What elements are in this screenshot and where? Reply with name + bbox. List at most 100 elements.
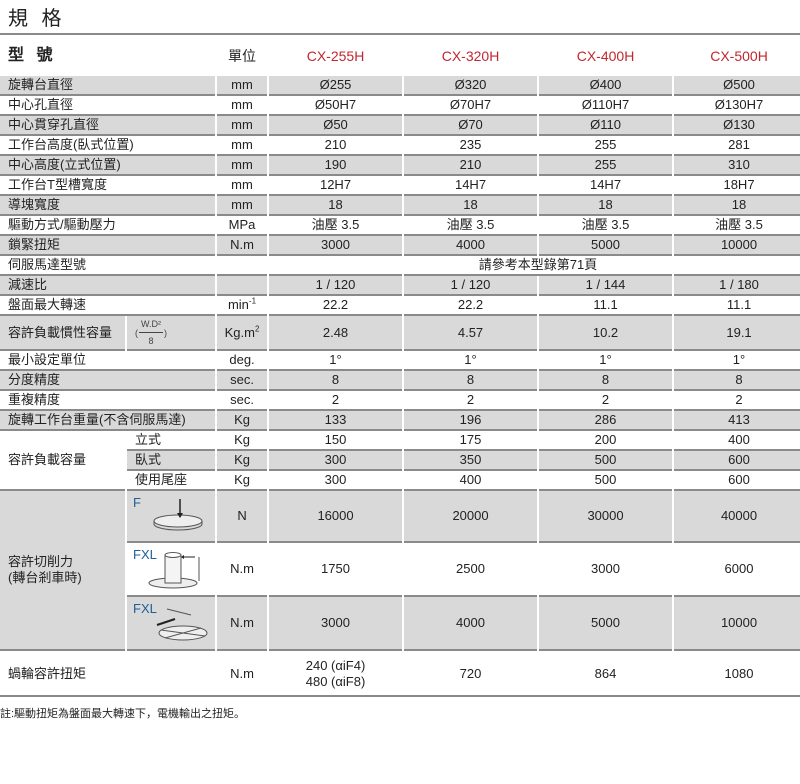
- unit-cell: sec.: [217, 391, 268, 411]
- value-cell: 油壓 3.5: [404, 216, 538, 236]
- unit-cell: N.m: [217, 597, 268, 651]
- value-cell: 2: [404, 391, 538, 411]
- value-cell: 2500: [404, 543, 538, 597]
- figure-cell: F: [127, 491, 216, 543]
- value-cell: 864: [594, 666, 617, 681]
- value-cell: 150: [269, 431, 403, 451]
- row-label: 容許負載容量: [0, 431, 125, 491]
- value-cell: 14H7: [539, 176, 673, 196]
- force-disk-icon: [153, 499, 203, 531]
- row-label: 重複精度: [0, 391, 216, 411]
- value-cell: 油壓 3.5: [539, 216, 673, 236]
- value-cell: 1750: [269, 543, 403, 597]
- value-cell: 281: [674, 136, 800, 156]
- sub-label: 使用尾座: [127, 471, 216, 491]
- table-row: 中心高度(立式位置) mm 190 210 255 310: [0, 156, 800, 176]
- unit-cell: mm: [217, 76, 268, 96]
- value-cell: 1 / 180: [674, 276, 800, 296]
- value-cell: 200: [539, 431, 673, 451]
- value-cell: 22.2: [269, 296, 403, 316]
- value-cell: 210: [269, 136, 403, 156]
- unit-cell: mm: [217, 136, 268, 156]
- sub-label: 臥式: [127, 451, 216, 471]
- row-label: 容許負載慣性容量: [0, 316, 125, 351]
- unit-cell: mm: [217, 176, 268, 196]
- value-cell: 1°: [674, 351, 800, 371]
- value-cell: Ø70: [404, 116, 538, 136]
- model-cx-320h: CX-320H: [441, 48, 500, 64]
- unit-cell: N.m: [217, 236, 268, 256]
- cutting-row: 容許切削力 (轉台剎車時) F N 16000 20000 30000 40000: [0, 491, 800, 651]
- row-label: 工作台T型槽寬度: [0, 176, 216, 196]
- value-cell: 10000: [674, 236, 800, 256]
- table-row: 分度精度 sec. 8 8 8 8: [0, 371, 800, 391]
- row-label: 盤面最大轉速: [0, 296, 216, 316]
- table-row: 重複精度 sec. 2 2 2 2: [0, 391, 800, 411]
- unit: min: [227, 297, 249, 312]
- cutting-label-sub: (轉台剎車時): [8, 570, 82, 585]
- unit-cell: mm: [217, 96, 268, 116]
- value-cell: 18: [539, 196, 673, 216]
- divider: [0, 695, 800, 697]
- unit-label: 單位: [228, 48, 257, 64]
- value-cell: Ø320: [404, 76, 538, 96]
- value-cell: Ø255: [269, 76, 403, 96]
- value-cell: 300: [269, 471, 403, 491]
- row-label: 蝸輪容許扭矩: [8, 666, 87, 681]
- row-label: 分度精度: [0, 371, 216, 391]
- figure-cell: FXL: [127, 597, 216, 651]
- table-row: 導塊寬度 mm 18 18 18 18: [0, 196, 800, 216]
- value-cell: 175: [404, 431, 538, 451]
- value-cell: 133: [269, 411, 403, 431]
- section-title: 規 格: [8, 8, 66, 30]
- model-cx-400h: CX-400H: [576, 48, 635, 64]
- value-cell: 20000: [404, 491, 538, 543]
- row-label: 中心貫穿孔直徑: [0, 116, 216, 136]
- formula-numerator: W.D²: [139, 316, 163, 333]
- value-cell: 10000: [674, 597, 800, 651]
- unit-superscript: -1: [248, 296, 257, 306]
- value-cell: 2: [674, 391, 800, 411]
- value-cell: 1°: [404, 351, 538, 371]
- row-label: 導塊寬度: [0, 196, 216, 216]
- table-row: 減速比 1 / 120 1 / 120 1 / 144 1 / 180: [0, 276, 800, 296]
- value-cell: Ø110H7: [539, 96, 673, 116]
- value-cell: 2: [269, 391, 403, 411]
- value-cell: Ø110: [539, 116, 673, 136]
- value-cell: Ø500: [674, 76, 800, 96]
- sub-label: 立式: [127, 431, 216, 451]
- table-row: 中心貫穿孔直徑 mm Ø50 Ø70 Ø110 Ø130: [0, 116, 800, 136]
- model-cx-500h: CX-500H: [710, 48, 768, 64]
- value-cell: 1°: [539, 351, 673, 371]
- value-cell: 400: [674, 431, 800, 451]
- row-label: 驅動方式/驅動壓力: [0, 216, 216, 236]
- divider: [0, 33, 800, 35]
- formula-denominator: 8: [148, 336, 154, 346]
- cutting-row: FXL N.m 3000 4000 5000 10000: [0, 597, 800, 651]
- model-cx-255h: CX-255H: [306, 48, 365, 64]
- value-cell: 4000: [404, 236, 538, 256]
- value-cell: 4000: [404, 597, 538, 651]
- value-cell: 255: [539, 136, 673, 156]
- value-cell: 油壓 3.5: [674, 216, 800, 236]
- value-cell: 413: [674, 411, 800, 431]
- value-cell: 5000: [539, 236, 673, 256]
- value-cell: 1080: [724, 666, 754, 681]
- footnote: 註:驅動扭矩為盤面最大轉速下，電機輸出之扭矩。: [0, 708, 246, 720]
- inertia-formula: (W.D² 8): [135, 316, 167, 349]
- load-row: 容許負載容量 立式 Kg 150 175 200 400: [0, 431, 800, 491]
- value-cell: 3000: [539, 543, 673, 597]
- value-cell: 500: [539, 471, 673, 491]
- row-label: 中心孔直徑: [0, 96, 216, 116]
- value-cell: Ø70H7: [404, 96, 538, 116]
- value-cell: 1°: [269, 351, 403, 371]
- value-cell: 500: [539, 451, 673, 471]
- unit-cell: min-1: [217, 296, 268, 316]
- value-cell: 1 / 144: [539, 276, 673, 296]
- value-cell: 油壓 3.5: [269, 216, 403, 236]
- table-row: 伺服馬達型號 請參考本型錄第71頁: [0, 256, 800, 276]
- table-row: 鎖緊扭矩 N.m 3000 4000 5000 10000: [0, 236, 800, 256]
- table-row: 工作台高度(臥式位置) mm 210 235 255 281: [0, 136, 800, 156]
- load-row: 使用尾座 Kg 300 400 500 600: [0, 471, 800, 491]
- value-cell: 11.1: [674, 296, 800, 316]
